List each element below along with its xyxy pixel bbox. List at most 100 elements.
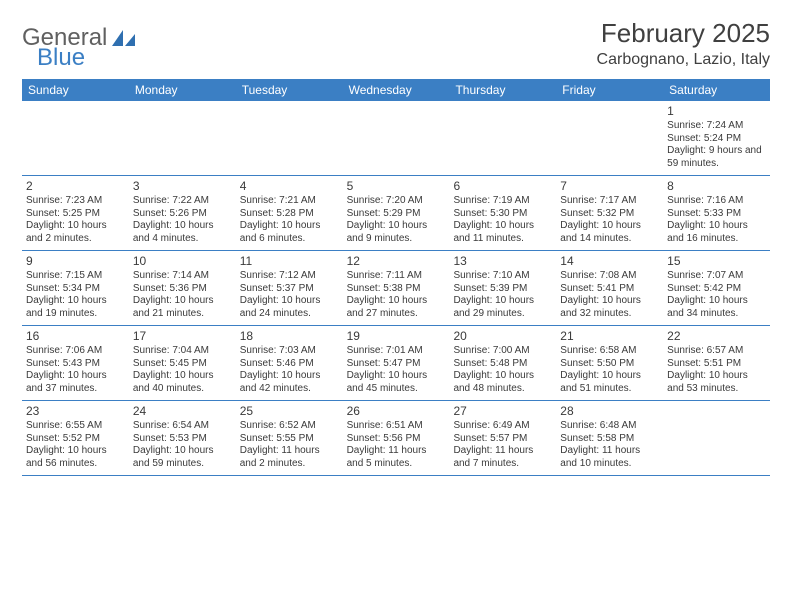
sunset-text: Sunset: 5:34 PM — [26, 283, 125, 296]
daylight-text: Daylight: 9 hours and 59 minutes. — [667, 145, 766, 170]
day-cell — [22, 101, 129, 175]
day-cell: 11Sunrise: 7:12 AMSunset: 5:37 PMDayligh… — [236, 251, 343, 325]
sunset-text: Sunset: 5:37 PM — [240, 283, 339, 296]
daylight-text: Daylight: 10 hours and 16 minutes. — [667, 220, 766, 245]
logo-sail-icon — [111, 28, 137, 48]
sunset-text: Sunset: 5:56 PM — [347, 433, 446, 446]
sunrise-text: Sunrise: 7:04 AM — [133, 345, 232, 358]
daylight-text: Daylight: 10 hours and 37 minutes. — [26, 370, 125, 395]
daylight-text: Daylight: 11 hours and 2 minutes. — [240, 445, 339, 470]
daylight-text: Daylight: 11 hours and 7 minutes. — [453, 445, 552, 470]
day-cell: 24Sunrise: 6:54 AMSunset: 5:53 PMDayligh… — [129, 401, 236, 475]
daylight-text: Daylight: 11 hours and 5 minutes. — [347, 445, 446, 470]
day-number: 18 — [240, 329, 339, 344]
sunrise-text: Sunrise: 7:15 AM — [26, 270, 125, 283]
day-number: 9 — [26, 254, 125, 269]
daylight-text: Daylight: 10 hours and 48 minutes. — [453, 370, 552, 395]
dow-monday: Monday — [129, 79, 236, 101]
day-cell: 2Sunrise: 7:23 AMSunset: 5:25 PMDaylight… — [22, 176, 129, 250]
day-cell — [236, 101, 343, 175]
month-title: February 2025 — [597, 18, 770, 49]
week-row: 2Sunrise: 7:23 AMSunset: 5:25 PMDaylight… — [22, 176, 770, 251]
day-cell: 1Sunrise: 7:24 AMSunset: 5:24 PMDaylight… — [663, 101, 770, 175]
sunrise-text: Sunrise: 7:11 AM — [347, 270, 446, 283]
sunset-text: Sunset: 5:58 PM — [560, 433, 659, 446]
sunrise-text: Sunrise: 7:12 AM — [240, 270, 339, 283]
dow-tuesday: Tuesday — [236, 79, 343, 101]
logo-text-b: Blue — [37, 44, 85, 72]
sunset-text: Sunset: 5:50 PM — [560, 358, 659, 371]
day-cell: 6Sunrise: 7:19 AMSunset: 5:30 PMDaylight… — [449, 176, 556, 250]
day-number: 22 — [667, 329, 766, 344]
day-cell: 25Sunrise: 6:52 AMSunset: 5:55 PMDayligh… — [236, 401, 343, 475]
sunrise-text: Sunrise: 6:52 AM — [240, 420, 339, 433]
sunrise-text: Sunrise: 7:01 AM — [347, 345, 446, 358]
sunset-text: Sunset: 5:53 PM — [133, 433, 232, 446]
day-cell: 13Sunrise: 7:10 AMSunset: 5:39 PMDayligh… — [449, 251, 556, 325]
sunset-text: Sunset: 5:41 PM — [560, 283, 659, 296]
daylight-text: Daylight: 10 hours and 4 minutes. — [133, 220, 232, 245]
day-cell — [663, 401, 770, 475]
sunset-text: Sunset: 5:33 PM — [667, 208, 766, 221]
day-cell: 28Sunrise: 6:48 AMSunset: 5:58 PMDayligh… — [556, 401, 663, 475]
daylight-text: Daylight: 10 hours and 51 minutes. — [560, 370, 659, 395]
sunset-text: Sunset: 5:45 PM — [133, 358, 232, 371]
day-cell: 8Sunrise: 7:16 AMSunset: 5:33 PMDaylight… — [663, 176, 770, 250]
daylight-text: Daylight: 10 hours and 21 minutes. — [133, 295, 232, 320]
sunset-text: Sunset: 5:46 PM — [240, 358, 339, 371]
day-number: 3 — [133, 179, 232, 194]
day-cell: 3Sunrise: 7:22 AMSunset: 5:26 PMDaylight… — [129, 176, 236, 250]
day-cell: 19Sunrise: 7:01 AMSunset: 5:47 PMDayligh… — [343, 326, 450, 400]
sunset-text: Sunset: 5:24 PM — [667, 133, 766, 146]
sunset-text: Sunset: 5:32 PM — [560, 208, 659, 221]
sunset-text: Sunset: 5:55 PM — [240, 433, 339, 446]
sunset-text: Sunset: 5:57 PM — [453, 433, 552, 446]
day-number: 20 — [453, 329, 552, 344]
header: General February 2025 Carbognano, Lazio,… — [22, 18, 770, 69]
daylight-text: Daylight: 10 hours and 6 minutes. — [240, 220, 339, 245]
daylight-text: Daylight: 10 hours and 59 minutes. — [133, 445, 232, 470]
day-of-week-header: Sunday Monday Tuesday Wednesday Thursday… — [22, 79, 770, 101]
day-number: 1 — [667, 104, 766, 119]
sunset-text: Sunset: 5:29 PM — [347, 208, 446, 221]
day-cell: 22Sunrise: 6:57 AMSunset: 5:51 PMDayligh… — [663, 326, 770, 400]
dow-saturday: Saturday — [663, 79, 770, 101]
day-cell: 18Sunrise: 7:03 AMSunset: 5:46 PMDayligh… — [236, 326, 343, 400]
sunrise-text: Sunrise: 7:22 AM — [133, 195, 232, 208]
day-cell: 17Sunrise: 7:04 AMSunset: 5:45 PMDayligh… — [129, 326, 236, 400]
daylight-text: Daylight: 11 hours and 10 minutes. — [560, 445, 659, 470]
sunrise-text: Sunrise: 7:14 AM — [133, 270, 232, 283]
sunrise-text: Sunrise: 7:24 AM — [667, 120, 766, 133]
day-number: 10 — [133, 254, 232, 269]
day-number: 28 — [560, 404, 659, 419]
day-number: 12 — [347, 254, 446, 269]
day-cell: 7Sunrise: 7:17 AMSunset: 5:32 PMDaylight… — [556, 176, 663, 250]
day-cell: 14Sunrise: 7:08 AMSunset: 5:41 PMDayligh… — [556, 251, 663, 325]
sunrise-text: Sunrise: 6:57 AM — [667, 345, 766, 358]
day-number: 17 — [133, 329, 232, 344]
day-cell: 20Sunrise: 7:00 AMSunset: 5:48 PMDayligh… — [449, 326, 556, 400]
day-cell — [556, 101, 663, 175]
day-number: 6 — [453, 179, 552, 194]
day-cell: 15Sunrise: 7:07 AMSunset: 5:42 PMDayligh… — [663, 251, 770, 325]
sunrise-text: Sunrise: 6:55 AM — [26, 420, 125, 433]
dow-thursday: Thursday — [449, 79, 556, 101]
day-number: 26 — [347, 404, 446, 419]
location: Carbognano, Lazio, Italy — [597, 51, 770, 69]
sunrise-text: Sunrise: 7:20 AM — [347, 195, 446, 208]
sunset-text: Sunset: 5:25 PM — [26, 208, 125, 221]
dow-friday: Friday — [556, 79, 663, 101]
daylight-text: Daylight: 10 hours and 19 minutes. — [26, 295, 125, 320]
sunset-text: Sunset: 5:38 PM — [347, 283, 446, 296]
week-row: 9Sunrise: 7:15 AMSunset: 5:34 PMDaylight… — [22, 251, 770, 326]
day-number: 25 — [240, 404, 339, 419]
day-number: 5 — [347, 179, 446, 194]
day-number: 11 — [240, 254, 339, 269]
week-row: 1Sunrise: 7:24 AMSunset: 5:24 PMDaylight… — [22, 101, 770, 176]
day-cell: 26Sunrise: 6:51 AMSunset: 5:56 PMDayligh… — [343, 401, 450, 475]
day-number: 27 — [453, 404, 552, 419]
sunrise-text: Sunrise: 7:00 AM — [453, 345, 552, 358]
sunset-text: Sunset: 5:39 PM — [453, 283, 552, 296]
sunrise-text: Sunrise: 7:19 AM — [453, 195, 552, 208]
week-row: 23Sunrise: 6:55 AMSunset: 5:52 PMDayligh… — [22, 401, 770, 476]
